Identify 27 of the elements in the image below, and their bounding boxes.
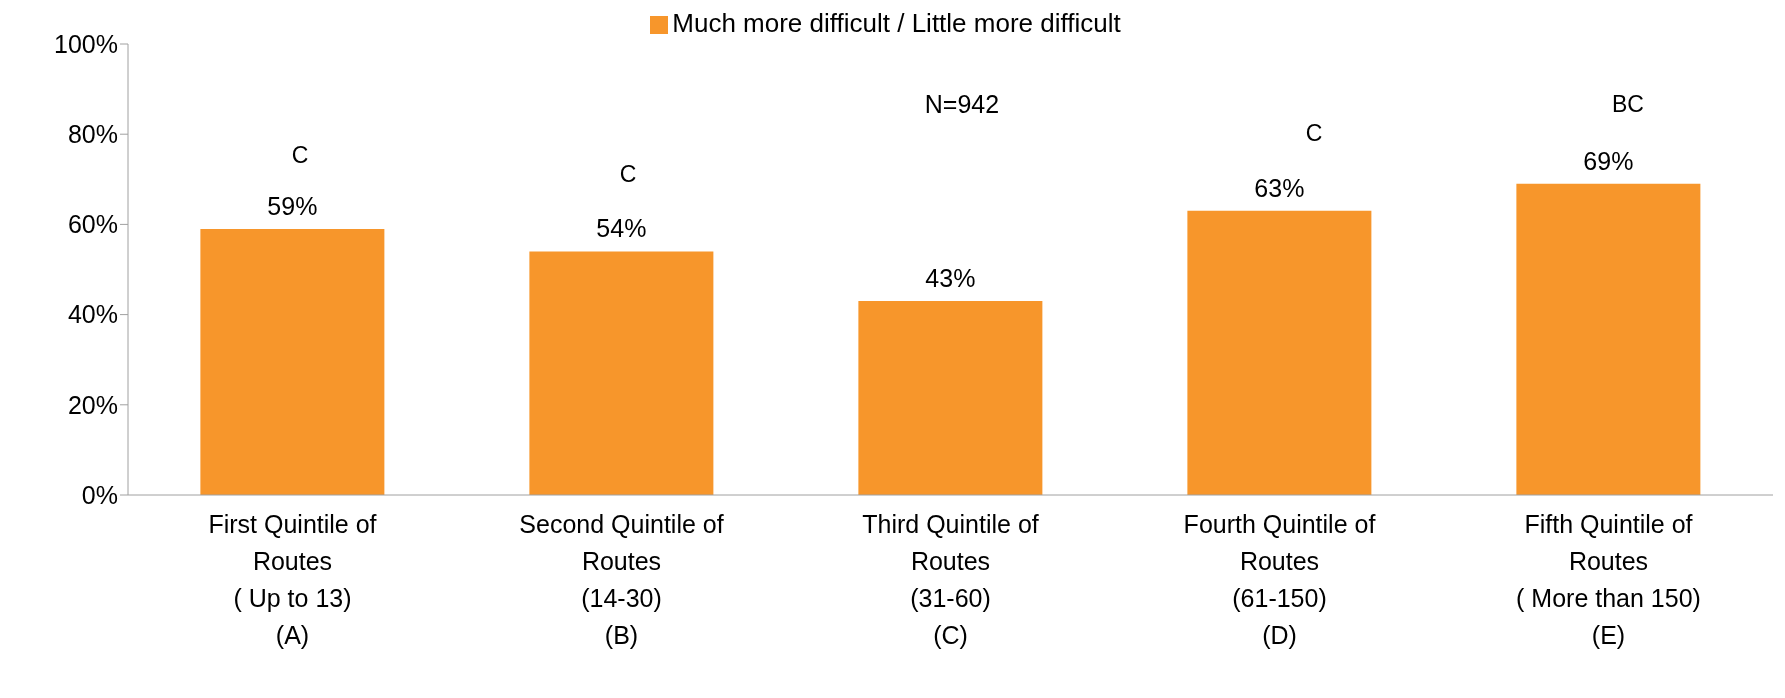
- x-tick-label: Second Quintile of Routes (14-30) (B): [519, 510, 724, 649]
- text: 59%: [267, 191, 318, 220]
- y-tick-label: 60%: [67, 210, 118, 239]
- text: 43%: [925, 264, 976, 293]
- text: 63%: [1254, 173, 1305, 202]
- y-tick-label: 0%: [81, 480, 118, 509]
- legend-label: Much more difficult / Little more difficult: [672, 8, 1121, 38]
- x-tick-label: Fifth Quintile of Routes ( More than 150) (E): [1516, 510, 1701, 649]
- y-tick-label: 80%: [67, 120, 118, 149]
- text: 54%: [596, 214, 647, 243]
- bar: [858, 301, 1043, 495]
- x-tick-label: Fourth Quintile of Routes (61-150) (D): [1183, 510, 1376, 649]
- annotation: BC: [1612, 90, 1644, 118]
- y-tick-label: 40%: [67, 300, 118, 329]
- annotation: C: [619, 160, 637, 188]
- x-tick-label: Third Quintile of Routes (31-60) (C): [862, 510, 1039, 649]
- bar: [200, 228, 385, 495]
- annotation: C: [1305, 119, 1323, 147]
- bar: [529, 251, 714, 495]
- text: 69%: [1583, 146, 1634, 175]
- annotation: N=942: [924, 89, 1000, 119]
- y-tick-label: 100%: [54, 29, 118, 58]
- bar: [1516, 183, 1701, 495]
- x-tick-label: First Quintile of Routes ( Up to 13) (A): [208, 510, 377, 649]
- annotation: C: [291, 141, 309, 169]
- y-tick-label: 20%: [67, 390, 118, 419]
- bar: [1187, 210, 1372, 495]
